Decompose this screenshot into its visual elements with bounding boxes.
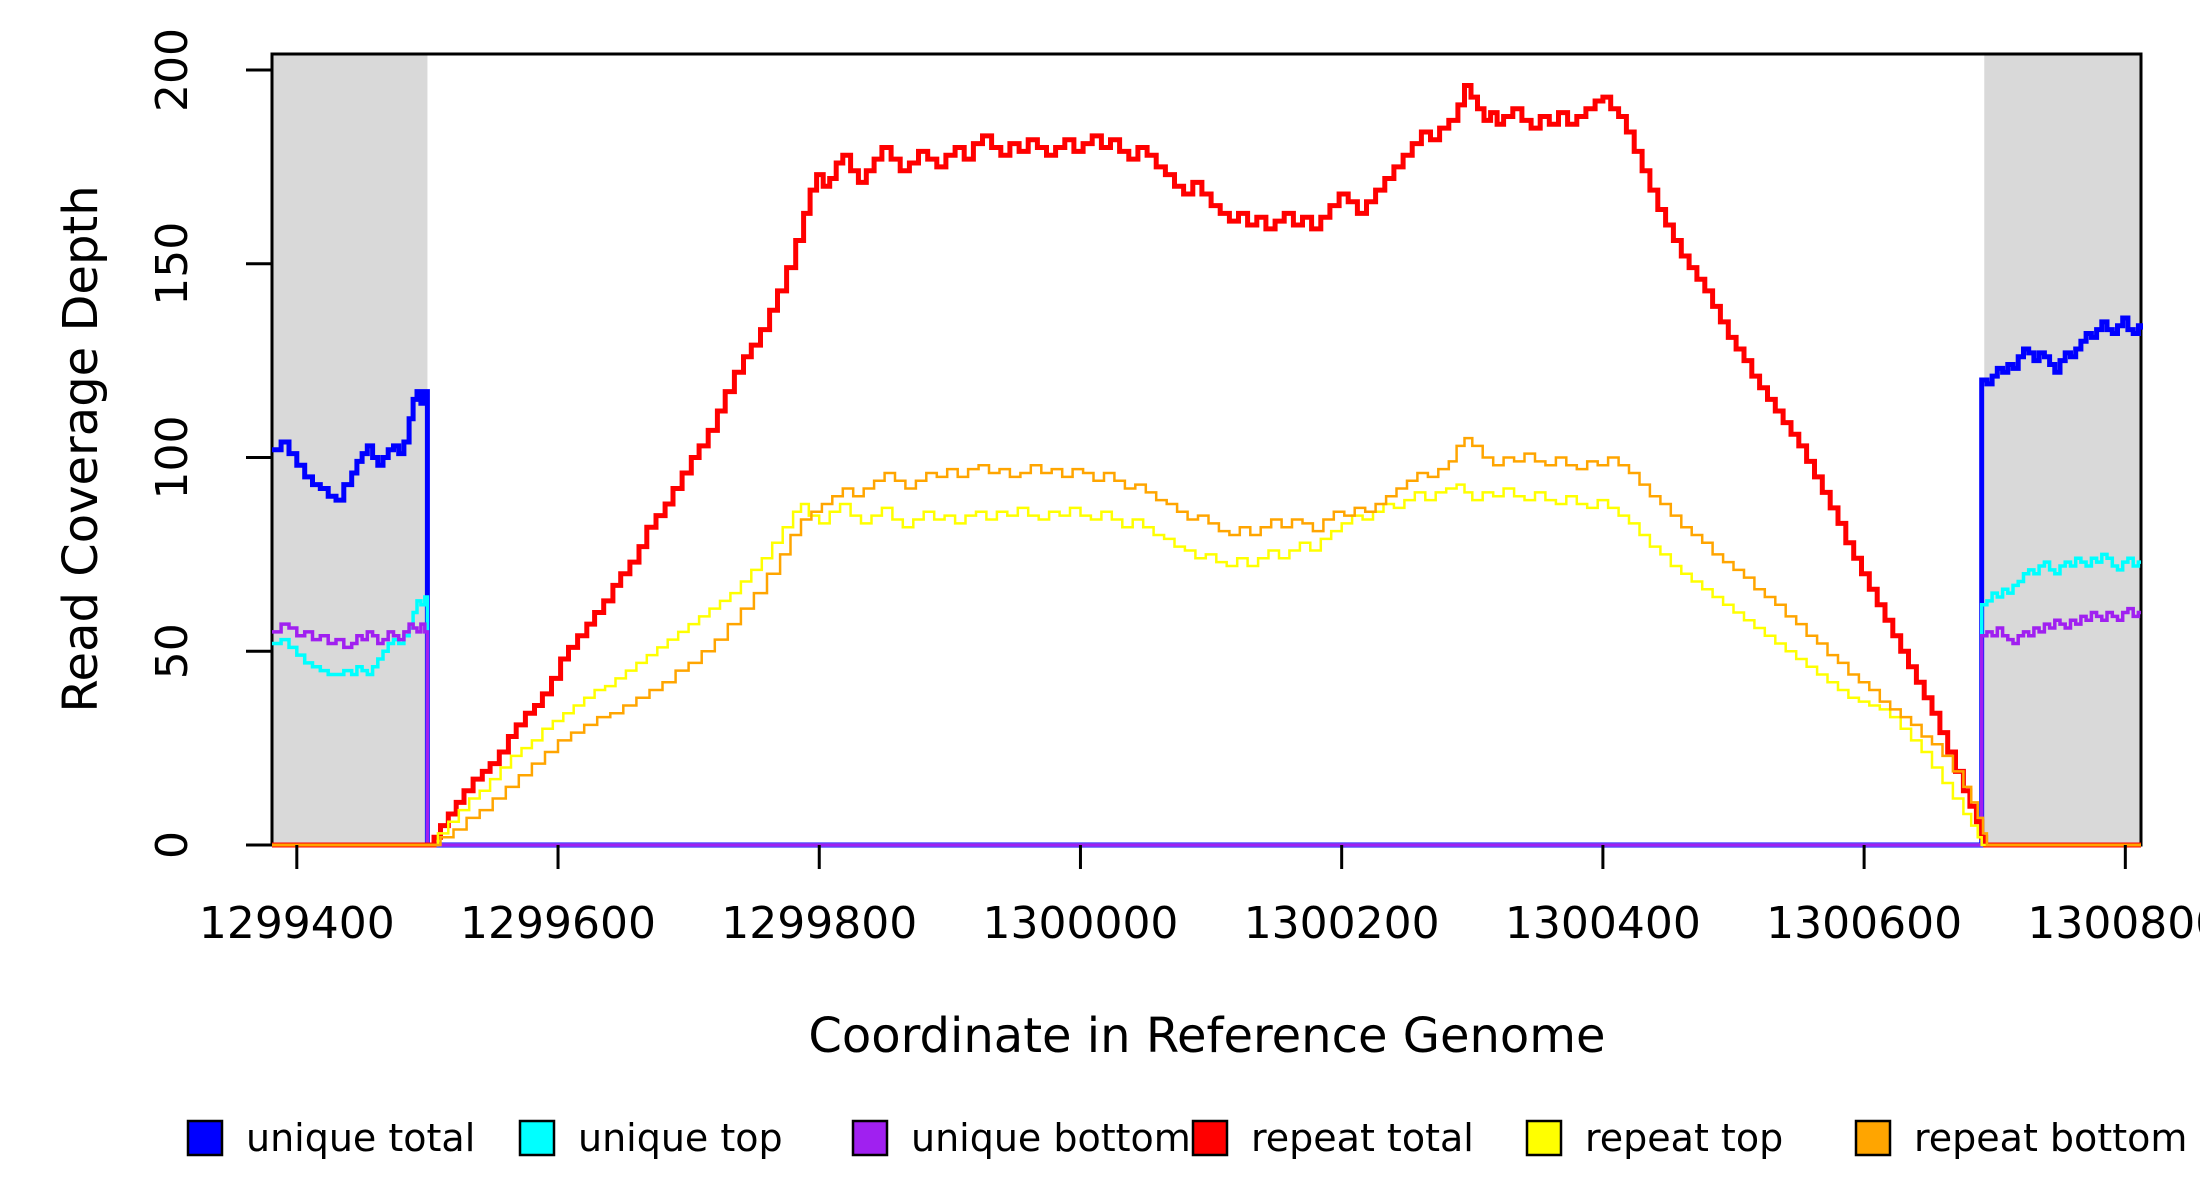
legend-label-repeat-bottom: repeat bottom	[1914, 1116, 2187, 1160]
y-tick-label: 50	[147, 623, 198, 679]
y-tick-label: 0	[147, 831, 198, 859]
legend-label-repeat-total: repeat total	[1251, 1116, 1474, 1160]
series-line-repeat-top	[272, 483, 2141, 847]
legend-label-repeat-top: repeat top	[1585, 1116, 1783, 1160]
legend-label-unique-top: unique top	[578, 1116, 783, 1160]
x-axis-title: Coordinate in Reference Genome	[808, 1008, 1605, 1064]
legend-swatch-unique-total	[186, 1119, 224, 1157]
y-tick-label: 200	[147, 28, 198, 112]
legend-swatch-repeat-total	[1191, 1119, 1229, 1157]
y-axis: 0 50 100 150 200	[147, 28, 271, 859]
legend-swatch-unique-bottom	[851, 1119, 889, 1157]
x-tick-label: 1300200	[1244, 898, 1440, 949]
x-tick-label: 1300000	[982, 898, 1178, 949]
y-axis-title: Read Coverage Depth	[53, 185, 109, 712]
series-line-unique-total	[272, 315, 2143, 848]
x-axis: 1299400 1299600 1299800 1300000 1300200 13004…	[199, 845, 2200, 949]
legend-label-unique-total: unique total	[246, 1116, 475, 1160]
legend-swatch-unique-top	[518, 1119, 556, 1157]
unique-region-right	[1984, 54, 2141, 845]
legend-swatch-repeat-top	[1525, 1119, 1563, 1157]
x-tick-label: 1299800	[721, 898, 917, 949]
legend-swatch-repeat-bottom	[1854, 1119, 1892, 1157]
legend: unique total unique top unique bottom repea…	[186, 1116, 2187, 1160]
series-line-repeat-total	[272, 83, 2141, 848]
x-tick-label: 1300600	[1766, 898, 1962, 949]
x-tick-label: 1299400	[199, 898, 395, 949]
series-line-repeat-bottom	[272, 436, 2141, 847]
x-tick-label: 1299600	[460, 898, 656, 949]
y-tick-label: 150	[147, 222, 198, 306]
legend-label-unique-bottom: unique bottom	[911, 1116, 1191, 1160]
series-lines	[272, 83, 2143, 848]
series-line-unique-bottom	[272, 606, 2141, 847]
y-tick-label: 100	[147, 416, 198, 500]
x-tick-label: 1300400	[1505, 898, 1701, 949]
series-line-unique-top	[272, 552, 2141, 847]
